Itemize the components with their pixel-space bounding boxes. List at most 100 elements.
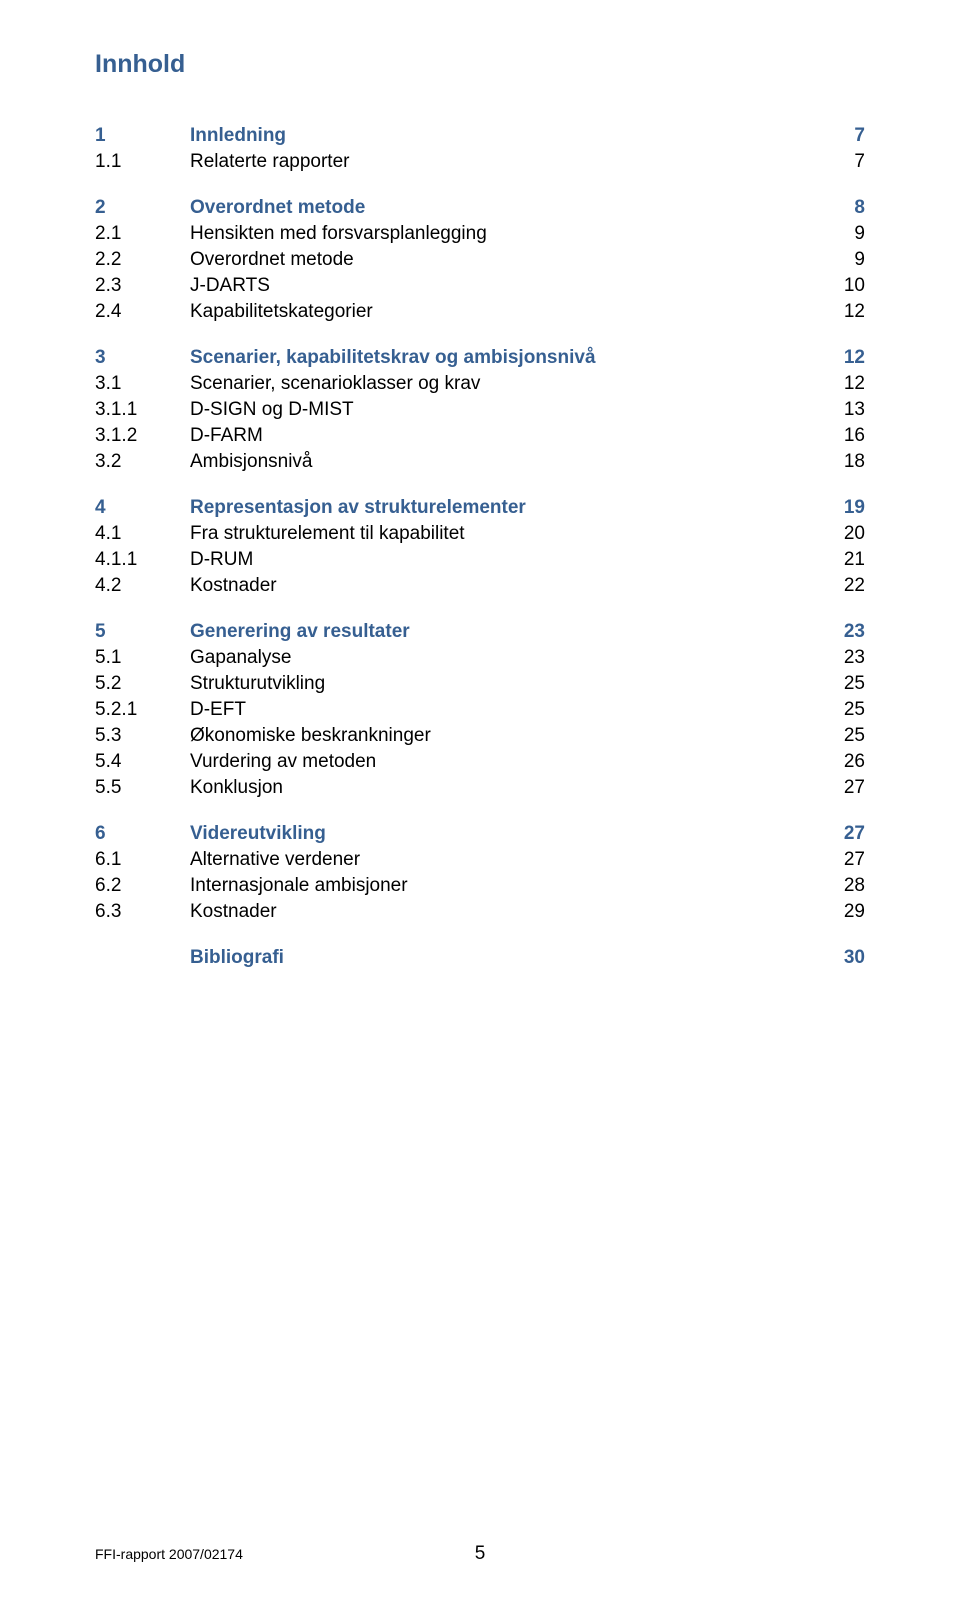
toc-heading: 1 Innledning 7 bbox=[95, 125, 865, 147]
toc-num: 4.2 bbox=[95, 575, 190, 597]
toc-entry: 2.2 Overordnet metode 9 bbox=[95, 249, 865, 271]
toc-label: Økonomiske beskrankninger bbox=[190, 725, 825, 747]
toc-num: 5.3 bbox=[95, 725, 190, 747]
toc-entry: 2.1 Hensikten med forsvarsplanlegging 9 bbox=[95, 223, 865, 245]
toc-page: 13 bbox=[825, 399, 865, 421]
toc-num: 5.2.1 bbox=[95, 699, 190, 721]
toc-entry: 5.2.1 D-EFT 25 bbox=[95, 699, 865, 721]
toc-label: Kostnader bbox=[190, 901, 825, 923]
toc-page: 20 bbox=[825, 523, 865, 545]
toc-section-3: 3 Scenarier, kapabilitetskrav og ambisjo… bbox=[95, 347, 865, 473]
toc-entry: 3.1 Scenarier, scenarioklasser og krav 1… bbox=[95, 373, 865, 395]
toc-entry: 4.1 Fra strukturelement til kapabilitet … bbox=[95, 523, 865, 545]
toc-entry: 6.1 Alternative verdener 27 bbox=[95, 849, 865, 871]
toc-label: Relaterte rapporter bbox=[190, 151, 825, 173]
toc-entry: 6.3 Kostnader 29 bbox=[95, 901, 865, 923]
toc-entry: 3.2 Ambisjonsnivå 18 bbox=[95, 451, 865, 473]
toc-label: Internasjonale ambisjoner bbox=[190, 875, 825, 897]
toc-page: 25 bbox=[825, 699, 865, 721]
toc-label: Gapanalyse bbox=[190, 647, 825, 669]
toc-label: Konklusjon bbox=[190, 777, 825, 799]
toc-entry: 5.3 Økonomiske beskrankninger 25 bbox=[95, 725, 865, 747]
toc-num: 3.1.1 bbox=[95, 399, 190, 421]
toc-num: 1.1 bbox=[95, 151, 190, 173]
toc-num: 4.1 bbox=[95, 523, 190, 545]
toc-label: Hensikten med forsvarsplanlegging bbox=[190, 223, 825, 245]
toc-num: 6.1 bbox=[95, 849, 190, 871]
toc-page: 19 bbox=[825, 497, 865, 519]
toc-num: 2.4 bbox=[95, 301, 190, 323]
toc-page: 7 bbox=[825, 151, 865, 173]
toc-label: Ambisjonsnivå bbox=[190, 451, 825, 473]
toc-page: 27 bbox=[825, 849, 865, 871]
toc-page: 29 bbox=[825, 901, 865, 923]
toc-entry: 5.4 Vurdering av metoden 26 bbox=[95, 751, 865, 773]
toc-num: 6.2 bbox=[95, 875, 190, 897]
toc-entry: 1.1 Relaterte rapporter 7 bbox=[95, 151, 865, 173]
toc-label: D-RUM bbox=[190, 549, 825, 571]
toc-section-2: 2 Overordnet metode 8 2.1 Hensikten med … bbox=[95, 197, 865, 323]
toc-entry: 5.5 Konklusjon 27 bbox=[95, 777, 865, 799]
toc-label: D-EFT bbox=[190, 699, 825, 721]
toc-label: Overordnet metode bbox=[190, 197, 825, 219]
toc-page: 30 bbox=[825, 947, 865, 969]
toc-page: 12 bbox=[825, 373, 865, 395]
toc-num: 6 bbox=[95, 823, 190, 845]
footer-report-id: FFI-rapport 2007/02174 bbox=[95, 1546, 243, 1562]
toc-page: 16 bbox=[825, 425, 865, 447]
toc-heading: Bibliografi 30 bbox=[95, 947, 865, 969]
toc-label: Scenarier, kapabilitetskrav og ambisjons… bbox=[190, 347, 825, 369]
toc-page: 18 bbox=[825, 451, 865, 473]
toc-page: 27 bbox=[825, 823, 865, 845]
toc-section-5: 5 Generering av resultater 23 5.1 Gapana… bbox=[95, 621, 865, 799]
toc-label: Scenarier, scenarioklasser og krav bbox=[190, 373, 825, 395]
toc-page: 7 bbox=[825, 125, 865, 147]
toc-page: 12 bbox=[825, 301, 865, 323]
toc-num: 1 bbox=[95, 125, 190, 147]
toc-num: 3.2 bbox=[95, 451, 190, 473]
toc-label: Generering av resultater bbox=[190, 621, 825, 643]
toc-page: 28 bbox=[825, 875, 865, 897]
toc-label: Kapabilitetskategorier bbox=[190, 301, 825, 323]
toc-num: 5.5 bbox=[95, 777, 190, 799]
toc-page: 25 bbox=[825, 725, 865, 747]
toc-label: Alternative verdener bbox=[190, 849, 825, 871]
toc-num: 4.1.1 bbox=[95, 549, 190, 571]
toc-page: 21 bbox=[825, 549, 865, 571]
toc-label: Videreutvikling bbox=[190, 823, 825, 845]
page-title: Innhold bbox=[95, 50, 865, 79]
toc-label: D-SIGN og D-MIST bbox=[190, 399, 825, 421]
toc-label: Kostnader bbox=[190, 575, 825, 597]
toc-section-1: 1 Innledning 7 1.1 Relaterte rapporter 7 bbox=[95, 125, 865, 173]
toc-page: 25 bbox=[825, 673, 865, 695]
toc-page: 22 bbox=[825, 575, 865, 597]
toc-num: 6.3 bbox=[95, 901, 190, 923]
toc-entry: 5.2 Strukturutvikling 25 bbox=[95, 673, 865, 695]
toc-num: 5.4 bbox=[95, 751, 190, 773]
toc-num: 5.2 bbox=[95, 673, 190, 695]
footer-page-number: 5 bbox=[475, 1543, 486, 1565]
toc-num: 5.1 bbox=[95, 647, 190, 669]
toc-section-4: 4 Representasjon av strukturelementer 19… bbox=[95, 497, 865, 597]
toc-section-bibliography: Bibliografi 30 bbox=[95, 947, 865, 969]
toc-page: 9 bbox=[825, 223, 865, 245]
toc-num: 5 bbox=[95, 621, 190, 643]
toc-num: 3.1.2 bbox=[95, 425, 190, 447]
toc-label: Fra strukturelement til kapabilitet bbox=[190, 523, 825, 545]
toc-heading: 4 Representasjon av strukturelementer 19 bbox=[95, 497, 865, 519]
toc-num: 3.1 bbox=[95, 373, 190, 395]
toc-entry: 3.1.2 D-FARM 16 bbox=[95, 425, 865, 447]
toc-heading: 2 Overordnet metode 8 bbox=[95, 197, 865, 219]
toc-label: Overordnet metode bbox=[190, 249, 825, 271]
toc-num: 3 bbox=[95, 347, 190, 369]
toc-page: 12 bbox=[825, 347, 865, 369]
toc-entry: 3.1.1 D-SIGN og D-MIST 13 bbox=[95, 399, 865, 421]
toc-page: 23 bbox=[825, 647, 865, 669]
toc-page: 26 bbox=[825, 751, 865, 773]
toc-label: J-DARTS bbox=[190, 275, 825, 297]
toc-entry: 4.2 Kostnader 22 bbox=[95, 575, 865, 597]
toc-page: 9 bbox=[825, 249, 865, 271]
toc-label: Strukturutvikling bbox=[190, 673, 825, 695]
toc-entry: 2.4 Kapabilitetskategorier 12 bbox=[95, 301, 865, 323]
toc-label: Representasjon av strukturelementer bbox=[190, 497, 825, 519]
